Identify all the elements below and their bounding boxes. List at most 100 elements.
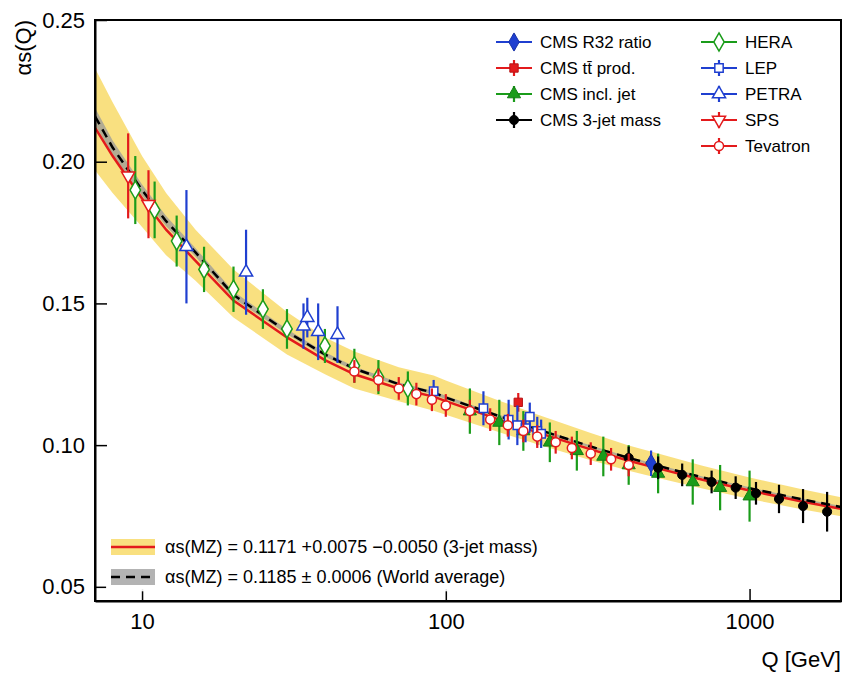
legend-label: CMS 3-jet mass <box>540 111 661 130</box>
plot-frame <box>95 20 841 601</box>
legend-marker <box>715 64 723 72</box>
data-point <box>412 390 421 399</box>
legend-label: PETRA <box>745 85 802 104</box>
series-points <box>130 156 413 405</box>
chart-svg: 1010010000.050.100.150.200.25Q [GeV]αs(Q… <box>0 0 861 681</box>
data-point <box>312 324 325 335</box>
legend-marker <box>712 116 725 127</box>
y-axis-title: αs(Q) <box>11 20 36 75</box>
legend-marker <box>714 33 724 51</box>
data-point <box>823 507 832 516</box>
series-points <box>463 388 756 521</box>
data-point <box>533 432 542 441</box>
x-axis-title: Q [GeV] <box>762 647 841 672</box>
curve-line <box>95 116 841 507</box>
data-point <box>427 395 436 404</box>
data-point <box>130 181 140 199</box>
x-tick: 100 <box>428 589 465 634</box>
x-tick-label: 100 <box>428 609 465 634</box>
data-point <box>441 401 450 410</box>
legend-entry: SPS <box>701 111 779 130</box>
y-tick-mark <box>95 161 107 163</box>
band-legend-label: αs(MZ) = 0.1185 ± 0.0006 (World average) <box>165 567 505 587</box>
data-point <box>350 367 359 376</box>
y-tick: 0.05 <box>42 574 107 599</box>
band-legend-swatch <box>111 539 155 555</box>
data-point <box>503 421 512 430</box>
legend-label: HERA <box>745 33 793 52</box>
band-legend-line <box>111 576 155 579</box>
error-bar <box>657 454 659 494</box>
x-tick: 1000 <box>726 589 775 634</box>
data-point <box>654 463 663 472</box>
series-points <box>429 380 545 448</box>
x-axis: 101001000 <box>96 589 842 634</box>
series-points <box>350 360 633 476</box>
y-tick: 0.10 <box>42 433 107 458</box>
x-tick-mark <box>749 589 751 601</box>
legend-entry: CMS 3-jet mass <box>496 111 661 130</box>
legend: CMS R32 ratioCMS tt̄ prod.CMS incl. jetC… <box>490 29 816 160</box>
band-legend-background <box>106 533 543 591</box>
y-tick: 0.15 <box>42 291 107 316</box>
band-legend-entry: αs(MZ) = 0.1185 ± 0.0006 (World average) <box>111 567 505 587</box>
legend-marker <box>510 64 518 72</box>
legend-entry: PETRA <box>701 85 802 104</box>
data-point <box>429 387 437 395</box>
y-tick-mark <box>95 587 107 589</box>
y-tick-label: 0.20 <box>42 149 85 174</box>
data-point <box>678 470 687 479</box>
y-tick-label: 0.10 <box>42 433 85 458</box>
chart-container: 1010010000.050.100.150.200.25Q [GeV]αs(Q… <box>0 0 861 681</box>
data-point <box>526 413 534 421</box>
data-point <box>142 200 155 211</box>
y-tick: 0.20 <box>42 149 107 174</box>
band-legend-line <box>111 546 155 549</box>
legend-label: LEP <box>745 59 777 78</box>
y-tick-label: 0.15 <box>42 291 85 316</box>
plot-root: 1010010000.050.100.150.200.25Q [GeV]αs(Q… <box>11 8 842 672</box>
legend-entry: LEP <box>701 59 777 78</box>
data-point <box>774 494 783 503</box>
band-legend-entry: αs(MZ) = 0.1171 +0.0075 −0.0050 (3-jet m… <box>111 537 538 557</box>
data-point <box>239 265 252 276</box>
uncertainty-band <box>95 108 841 508</box>
legend-background <box>490 29 816 160</box>
data-point <box>514 398 522 406</box>
data-point <box>551 438 560 447</box>
data-point <box>374 375 383 384</box>
data-point <box>320 337 330 355</box>
legend-marker <box>507 86 520 97</box>
data-point <box>751 489 760 498</box>
band-legend-swatch <box>111 569 155 585</box>
data-point <box>228 280 238 298</box>
y-tick-mark <box>95 303 107 305</box>
data-point <box>607 455 616 464</box>
data-point <box>486 415 495 424</box>
data-point <box>686 474 699 485</box>
x-tick-label: 1000 <box>726 609 775 634</box>
legend-entry: CMS incl. jet <box>496 85 636 104</box>
data-point <box>331 327 344 338</box>
band-legend: αs(MZ) = 0.1171 +0.0075 −0.0050 (3-jet m… <box>106 533 543 591</box>
data-point <box>586 449 595 458</box>
curve-line <box>95 128 841 509</box>
y-tick-label: 0.05 <box>42 574 85 599</box>
legend-label: CMS incl. jet <box>540 85 636 104</box>
data-point <box>465 407 474 416</box>
legend-marker <box>712 86 725 97</box>
series-points <box>122 133 155 238</box>
data-point <box>258 300 268 318</box>
data-point <box>624 460 633 469</box>
data-point <box>122 172 135 183</box>
data-point <box>394 384 403 393</box>
data-point <box>199 260 209 278</box>
error-bar <box>353 349 355 383</box>
legend-entry: HERA <box>701 33 793 52</box>
background <box>0 0 861 681</box>
y-tick-label: 0.25 <box>42 8 85 33</box>
data-point <box>519 426 528 435</box>
data-point <box>731 483 740 492</box>
legend-entry: Tevatron <box>701 137 810 156</box>
legend-marker <box>509 33 519 51</box>
